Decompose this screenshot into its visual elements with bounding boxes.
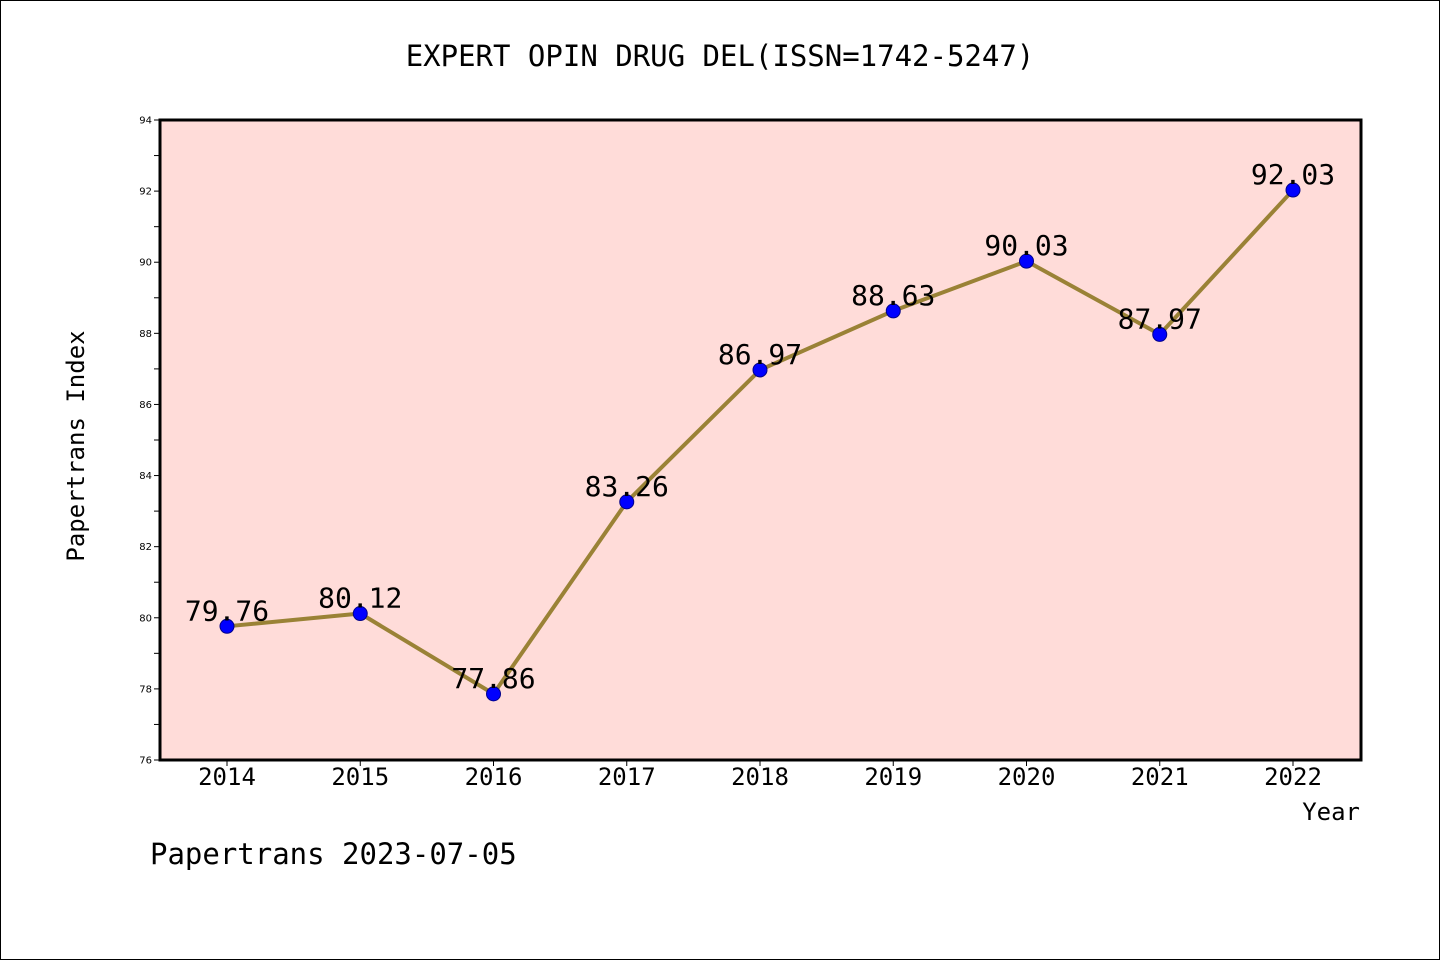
- data-label: 77.86: [451, 662, 535, 695]
- y-tick-label: 94: [139, 116, 152, 127]
- y-tick-label: 82: [139, 542, 152, 553]
- y-tick-label: 86: [139, 400, 152, 411]
- y-tick-label: 92: [139, 187, 152, 198]
- x-tick-label: 2020: [998, 763, 1056, 791]
- data-label: 90.03: [984, 229, 1068, 262]
- plot-area: [160, 120, 1361, 760]
- y-tick-label: 90: [139, 258, 152, 269]
- data-label: 87.97: [1118, 302, 1202, 335]
- x-tick-label: 2019: [864, 763, 922, 791]
- data-label: 92.03: [1251, 158, 1335, 191]
- data-points: [219, 182, 1301, 702]
- chart-title: EXPERT OPIN DRUG DEL(ISSN=1742-5247): [406, 39, 1035, 73]
- x-tick-label: 2022: [1264, 763, 1322, 791]
- x-tick-label: 2015: [331, 763, 389, 791]
- footer-watermark: Papertrans 2023-07-05: [150, 837, 517, 871]
- data-label: 79.76: [185, 594, 269, 627]
- x-axis-label: Year: [1302, 798, 1360, 826]
- data-point: [1019, 253, 1034, 269]
- y-tick-label: 76: [139, 756, 152, 767]
- x-tick-label: 2018: [731, 763, 789, 791]
- data-point: [352, 606, 368, 622]
- data-point: [1285, 182, 1301, 198]
- data-label: 83.26: [585, 470, 669, 503]
- data-point: [752, 362, 768, 378]
- plot-border: [158, 118, 1363, 762]
- data-label: 80.12: [318, 582, 402, 615]
- y-axis-label: Papertrans Index: [62, 330, 90, 561]
- data-point: [1152, 326, 1168, 342]
- x-axis: 2014 2015 2016 2017 2018 2019 2020 2021 2022: [198, 760, 1322, 791]
- y-tick-label: 84: [139, 471, 152, 482]
- data-label: 86.97: [718, 338, 802, 371]
- x-tick-label: 2021: [1131, 763, 1189, 791]
- data-point: [619, 494, 635, 510]
- x-tick-label: 2017: [598, 763, 656, 791]
- data-point: [219, 618, 235, 634]
- y-tick-label: 80: [139, 613, 152, 624]
- data-labels: 79.76 80.12 77.86 83.26 86.97 88.63 90.03 87.97…: [185, 158, 1335, 695]
- data-point: [885, 303, 901, 319]
- x-tick-label: 2016: [465, 763, 523, 791]
- x-tick-label: 2014: [198, 763, 256, 791]
- y-axis: 76 78 80 82 84 86 88 90 92 94: [139, 116, 160, 767]
- y-tick-label: 78: [139, 684, 152, 695]
- data-label: 88.63: [851, 279, 935, 312]
- data-point: [486, 686, 501, 702]
- y-tick-label: 88: [139, 329, 152, 340]
